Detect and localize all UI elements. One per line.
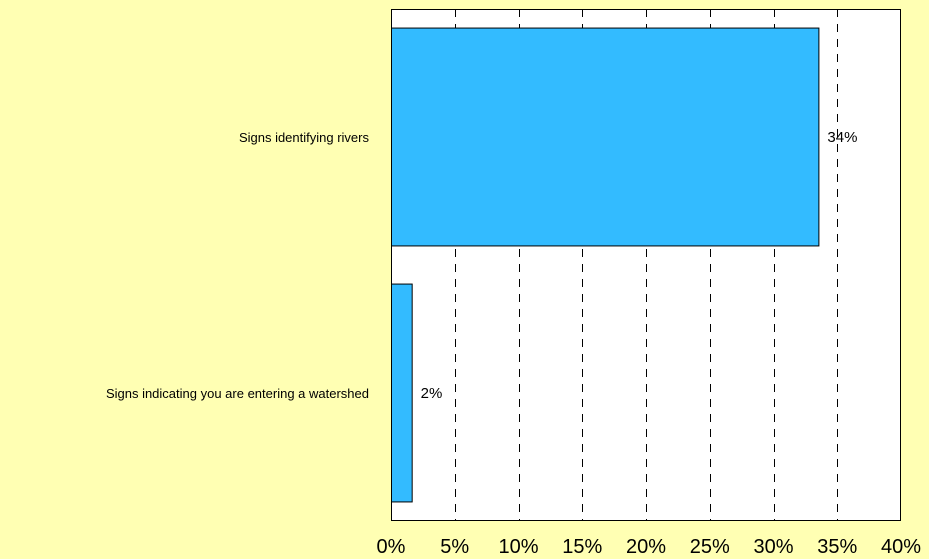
data-label-1: 34% xyxy=(827,129,857,146)
category-label-1: Signs identifying rivers xyxy=(239,130,370,145)
x-tick-label-20: 20% xyxy=(626,536,666,558)
x-axis-tick-labels: 0% 5% 10% 15% 20% 25% 30% 35% 40% xyxy=(377,536,922,558)
x-tick-label-0: 0% xyxy=(377,536,406,558)
data-label-2: 2% xyxy=(421,385,443,402)
data-labels: 34% 2% xyxy=(421,129,858,402)
category-labels: Signs identifying rivers Signs indicating… xyxy=(106,130,370,401)
plot-border xyxy=(391,9,901,521)
grid-lines xyxy=(455,9,838,521)
x-tick-label-25: 25% xyxy=(690,536,730,558)
bars xyxy=(391,27,820,503)
category-label-2: Signs indicating you are entering a wate… xyxy=(106,386,369,401)
bar-2 xyxy=(391,283,413,503)
bar-1 xyxy=(391,27,820,247)
x-tick-label-15: 15% xyxy=(562,536,602,558)
x-tick-label-10: 10% xyxy=(498,536,538,558)
x-tick-label-5: 5% xyxy=(440,536,469,558)
x-tick-label-40: 40% xyxy=(881,536,921,558)
x-tick-label-35: 35% xyxy=(817,536,857,558)
x-tick-label-30: 30% xyxy=(753,536,793,558)
